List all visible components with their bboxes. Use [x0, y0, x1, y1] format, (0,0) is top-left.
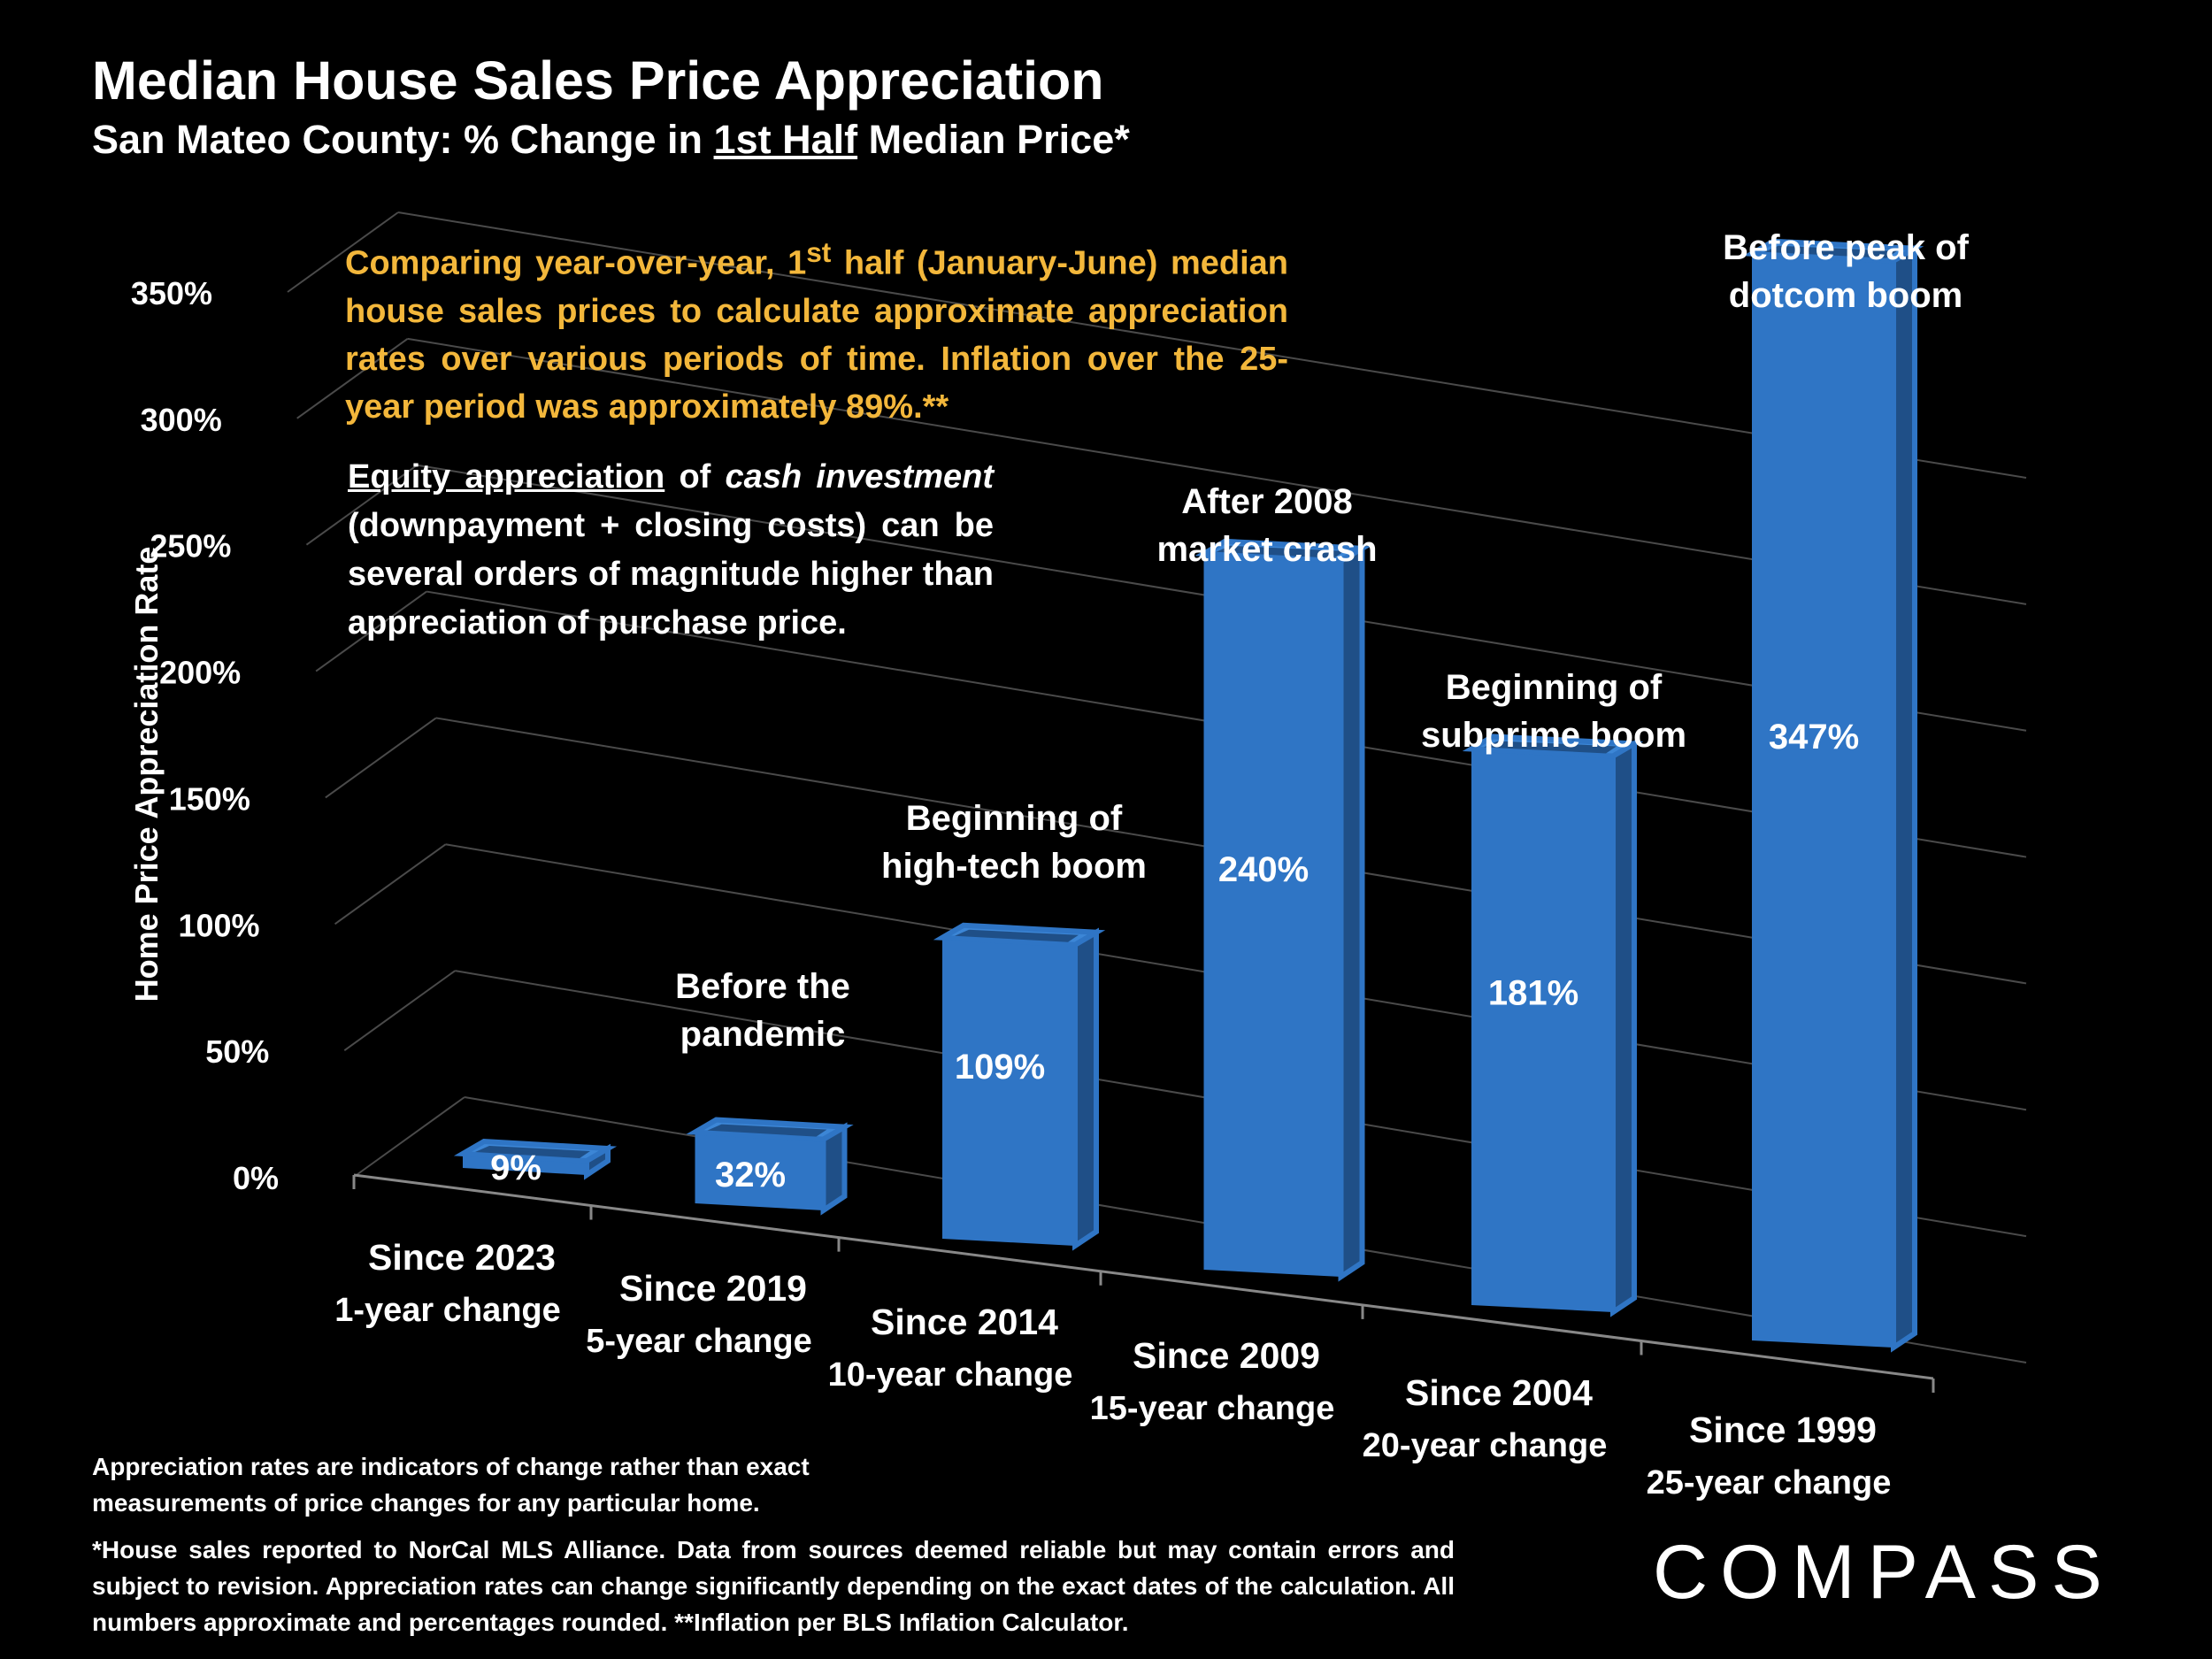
value-label: 109%	[955, 1048, 1045, 1087]
bar-top-inset	[1216, 545, 1345, 558]
category-label: Since 2009	[1133, 1335, 1320, 1376]
category-sublabel: 25-year change	[1647, 1464, 1892, 1502]
y-tick-label: 100%	[178, 907, 259, 943]
equity-note-underlined: Equity appreciation	[348, 458, 665, 495]
bar-top-inset	[1484, 741, 1617, 754]
gridline-wall	[296, 338, 409, 419]
subtitle-suffix: Median Price*	[857, 117, 1130, 162]
bar-annotation: Beginning of	[906, 799, 1123, 838]
bar-since-2004	[1471, 749, 1613, 1312]
page-subtitle: San Mateo County: % Change in 1st Half M…	[92, 117, 1130, 163]
gridline-wall	[343, 970, 456, 1051]
bar-annotation: pandemic	[680, 1015, 846, 1054]
page-title: Median House Sales Price Appreciation	[92, 50, 1104, 111]
gridline-wall	[325, 717, 437, 799]
methodology-note-sup: st	[806, 236, 832, 268]
category-sublabel: 5-year change	[586, 1323, 812, 1360]
value-label: 181%	[1488, 974, 1578, 1013]
bar-since-2019	[695, 1132, 824, 1210]
category-sublabel: 1-year change	[334, 1292, 561, 1329]
bar-since-2014	[942, 937, 1075, 1246]
gridline-wall	[287, 211, 399, 293]
footnote-disclaimer: Appreciation rates are indicators of cha…	[92, 1453, 810, 1517]
y-tick-label: 0%	[233, 1160, 279, 1196]
gridline-wall	[334, 843, 447, 926]
value-label: 32%	[715, 1156, 786, 1194]
bar-side	[1072, 927, 1099, 1251]
gridline-wall	[305, 464, 419, 546]
footnote-sources: *House sales reported to NorCal MLS Alli…	[92, 1536, 1455, 1636]
bar-side	[1338, 543, 1365, 1282]
equity-note-mid: of	[664, 458, 726, 495]
y-tick-label: 200%	[159, 655, 241, 691]
bar-annotation: high-tech boom	[881, 847, 1147, 886]
bar-side	[1891, 243, 1917, 1353]
category-label: Since 2014	[871, 1302, 1058, 1342]
subtitle-prefix: San Mateo County: % Change in	[92, 117, 714, 162]
bar-top-inset	[707, 1124, 827, 1137]
category-sublabel: 10-year change	[828, 1356, 1073, 1394]
equity-note-italic: cash investment	[725, 458, 994, 495]
compass-logo: COMPASS	[1653, 1530, 2115, 1615]
y-tick-label: 150%	[169, 780, 250, 817]
bar-since-2009	[1203, 553, 1341, 1277]
bar-top-inset	[1764, 245, 1897, 258]
bar-top-inset	[955, 929, 1079, 942]
methodology-note-b: half (January-June) median house sales p…	[345, 244, 1288, 426]
bar-annotation: Beginning of	[1446, 668, 1663, 707]
methodology-note-a: Comparing year-over-year, 1	[345, 244, 807, 282]
y-axis-title: Home Price Appreciation Rate	[128, 547, 165, 1002]
category-sublabel: 20-year change	[1363, 1427, 1608, 1464]
bar-top-inset	[475, 1146, 590, 1158]
bar-since-1999	[1752, 253, 1893, 1348]
y-tick-label: 50%	[205, 1033, 269, 1070]
y-tick-label: 250%	[150, 528, 231, 565]
gridline-wall	[353, 1096, 465, 1178]
category-label: Since 2004	[1405, 1372, 1593, 1413]
x-axis-line	[353, 1173, 1934, 1380]
bar-annotation: dotcom boom	[1729, 276, 1962, 315]
y-tick-label: 300%	[141, 402, 222, 438]
bar-annotation: After 2008	[1181, 482, 1352, 521]
bar-annotation: Before peak of	[1723, 228, 1970, 267]
value-label: 9%	[490, 1148, 541, 1187]
subtitle-underlined: 1st Half	[713, 117, 858, 162]
y-tick-label: 350%	[131, 275, 212, 311]
value-label: 240%	[1218, 850, 1309, 889]
category-label: Since 2023	[368, 1237, 556, 1278]
value-label: 347%	[1769, 718, 1859, 757]
bar-annotation: market crash	[1156, 530, 1377, 569]
equity-note-rest: (downpayment + closing costs) can be sev…	[348, 507, 994, 641]
bar-annotation: Before the	[675, 967, 850, 1006]
equity-note: Equity appreciation of cash investment (…	[348, 453, 994, 648]
category-sublabel: 15-year change	[1090, 1390, 1335, 1427]
gridline-wall	[315, 590, 427, 672]
category-label: Since 2019	[619, 1268, 807, 1309]
bar-annotation: subprime boom	[1421, 716, 1686, 755]
category-label: Since 1999	[1689, 1409, 1877, 1450]
bar-side	[1610, 739, 1637, 1317]
methodology-note: Comparing year-over-year, 1st half (Janu…	[345, 228, 1288, 431]
